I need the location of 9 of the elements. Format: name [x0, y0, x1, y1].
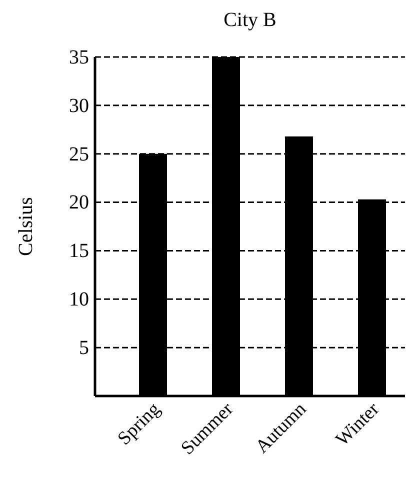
- y-tick-label: 15: [69, 240, 89, 262]
- y-axis-title: Celsius: [15, 196, 37, 256]
- y-tick-label: 30: [69, 94, 89, 117]
- y-tick-label: 25: [69, 143, 89, 166]
- chart-title: City B: [224, 9, 276, 31]
- y-tick-label: 35: [69, 46, 89, 68]
- y-tick-label: 10: [69, 288, 89, 311]
- y-tick-label: 5: [79, 336, 89, 359]
- y-tick-label: 20: [69, 192, 89, 214]
